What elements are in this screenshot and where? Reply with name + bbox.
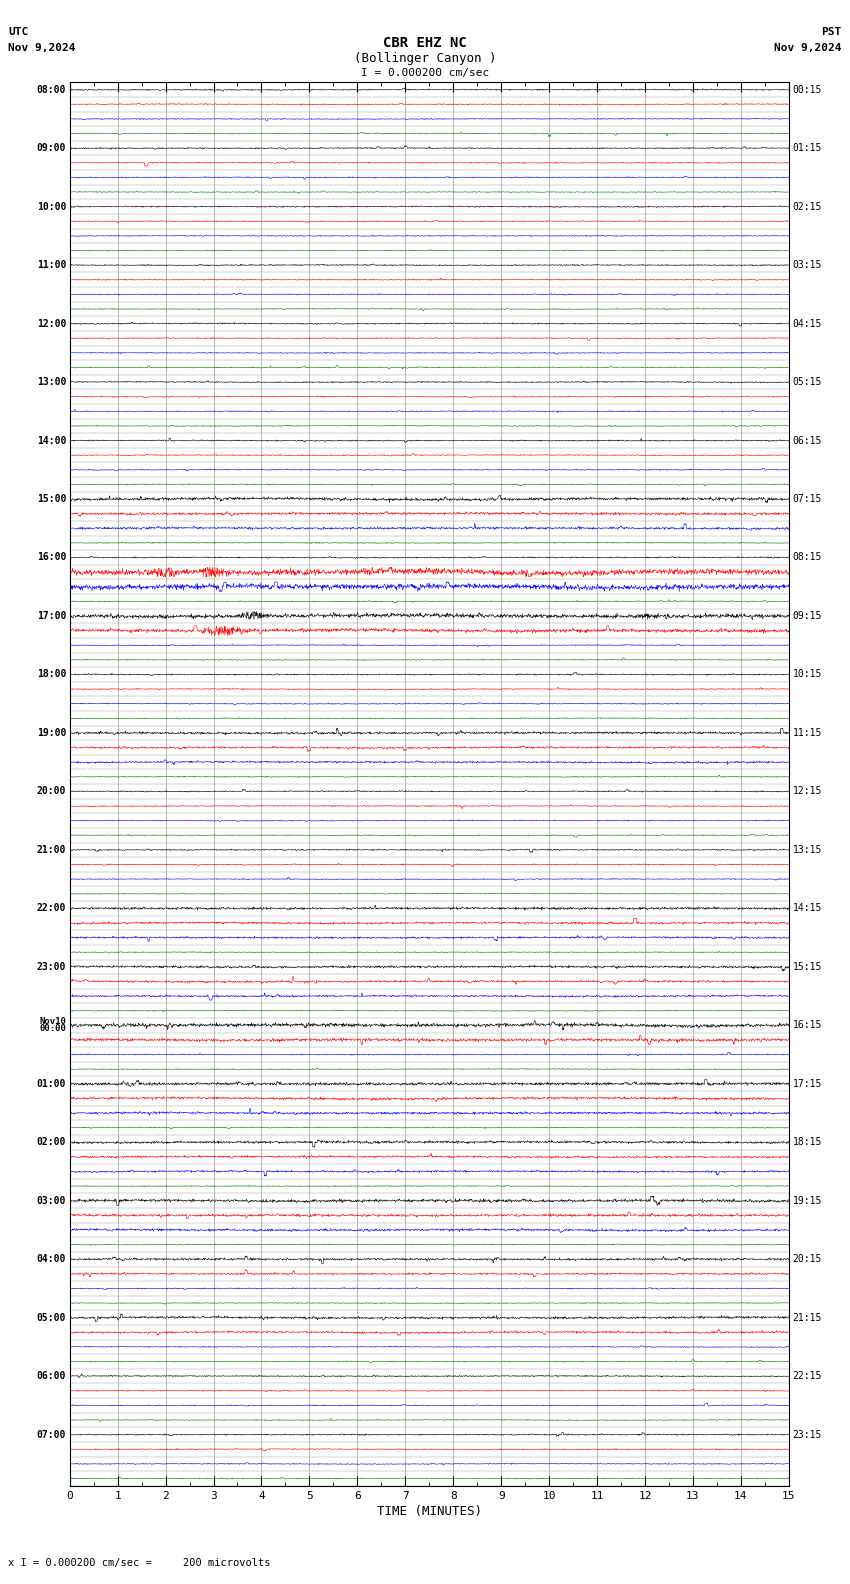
Text: 21:15: 21:15	[792, 1313, 822, 1323]
Text: 14:15: 14:15	[792, 903, 822, 914]
Text: UTC: UTC	[8, 27, 29, 36]
Text: 20:15: 20:15	[792, 1255, 822, 1264]
Text: 16:15: 16:15	[792, 1020, 822, 1030]
X-axis label: TIME (MINUTES): TIME (MINUTES)	[377, 1505, 482, 1517]
Text: 03:15: 03:15	[792, 260, 822, 271]
Text: 23:15: 23:15	[792, 1430, 822, 1440]
Text: 13:00: 13:00	[37, 377, 66, 386]
Text: 23:00: 23:00	[37, 961, 66, 973]
Text: 11:00: 11:00	[37, 260, 66, 271]
Text: 13:15: 13:15	[792, 844, 822, 855]
Text: 09:00: 09:00	[37, 143, 66, 154]
Text: 02:15: 02:15	[792, 201, 822, 212]
Text: 05:00: 05:00	[37, 1313, 66, 1323]
Text: 16:00: 16:00	[37, 553, 66, 562]
Text: 02:00: 02:00	[37, 1137, 66, 1147]
Text: 19:15: 19:15	[792, 1196, 822, 1205]
Text: 07:00: 07:00	[37, 1430, 66, 1440]
Text: 01:00: 01:00	[37, 1079, 66, 1088]
Text: 08:15: 08:15	[792, 553, 822, 562]
Text: 21:00: 21:00	[37, 844, 66, 855]
Text: 17:15: 17:15	[792, 1079, 822, 1088]
Text: x I = 0.000200 cm/sec =     200 microvolts: x I = 0.000200 cm/sec = 200 microvolts	[8, 1559, 271, 1568]
Text: 15:00: 15:00	[37, 494, 66, 504]
Text: 03:00: 03:00	[37, 1196, 66, 1205]
Text: 19:00: 19:00	[37, 729, 66, 738]
Text: 04:00: 04:00	[37, 1255, 66, 1264]
Text: Nov 9,2024: Nov 9,2024	[774, 43, 842, 52]
Text: 15:15: 15:15	[792, 961, 822, 973]
Text: 04:15: 04:15	[792, 318, 822, 328]
Text: 18:00: 18:00	[37, 670, 66, 680]
Text: 06:15: 06:15	[792, 436, 822, 445]
Text: 12:00: 12:00	[37, 318, 66, 328]
Text: 05:15: 05:15	[792, 377, 822, 386]
Text: 08:00: 08:00	[37, 84, 66, 95]
Text: 10:00: 10:00	[37, 201, 66, 212]
Text: (Bollinger Canyon ): (Bollinger Canyon )	[354, 52, 496, 65]
Text: Nov 9,2024: Nov 9,2024	[8, 43, 76, 52]
Text: 06:00: 06:00	[37, 1372, 66, 1381]
Text: 00:15: 00:15	[792, 84, 822, 95]
Text: 11:15: 11:15	[792, 729, 822, 738]
Text: PST: PST	[821, 27, 842, 36]
Text: CBR EHZ NC: CBR EHZ NC	[383, 36, 467, 51]
Text: 01:15: 01:15	[792, 143, 822, 154]
Text: 14:00: 14:00	[37, 436, 66, 445]
Text: 09:15: 09:15	[792, 611, 822, 621]
Text: 22:00: 22:00	[37, 903, 66, 914]
Text: I = 0.000200 cm/sec: I = 0.000200 cm/sec	[361, 68, 489, 78]
Text: 07:15: 07:15	[792, 494, 822, 504]
Text: 22:15: 22:15	[792, 1372, 822, 1381]
Text: 10:15: 10:15	[792, 670, 822, 680]
Text: 00:00: 00:00	[39, 1025, 66, 1033]
Text: 12:15: 12:15	[792, 786, 822, 797]
Text: 18:15: 18:15	[792, 1137, 822, 1147]
Text: 20:00: 20:00	[37, 786, 66, 797]
Text: Nov10: Nov10	[39, 1017, 66, 1026]
Text: 17:00: 17:00	[37, 611, 66, 621]
